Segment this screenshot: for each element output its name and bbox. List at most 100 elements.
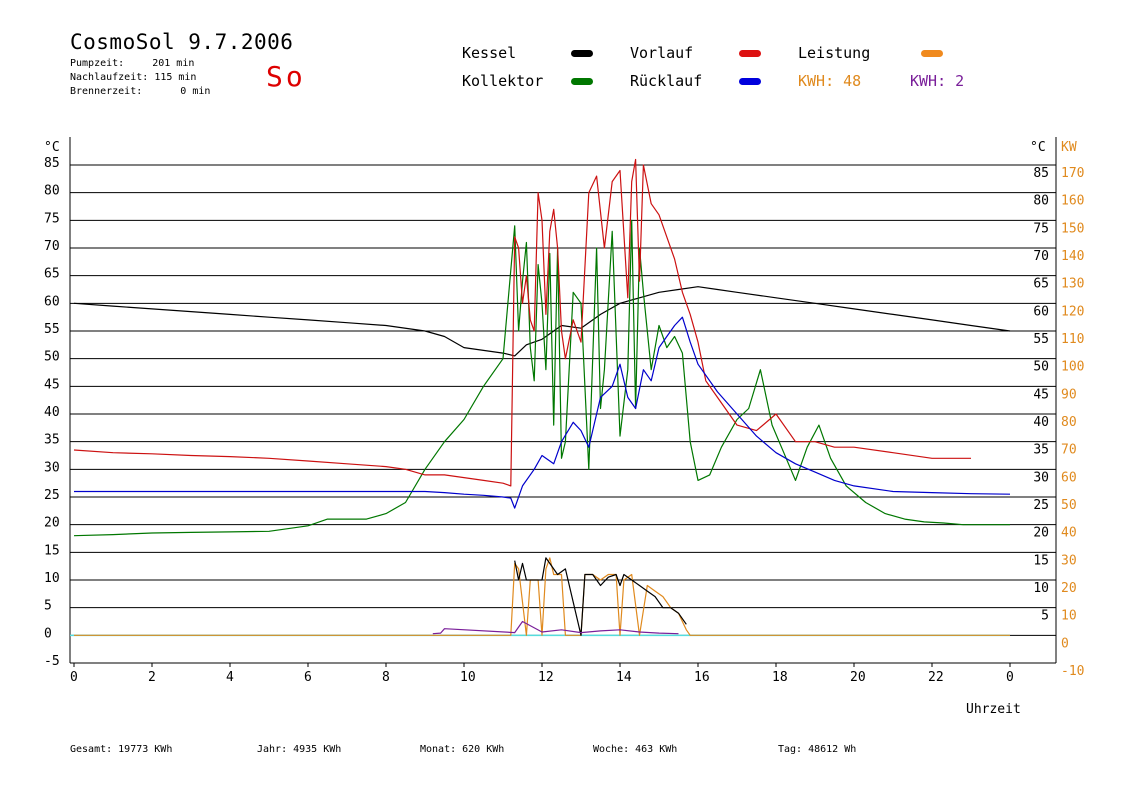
legend-kessel-label: Kessel [462, 44, 517, 62]
stat-label: Nachlaufzeit: [70, 72, 149, 83]
y-tick-right-temp: 75 [1033, 221, 1049, 236]
y-tick-right-power: -10 [1061, 664, 1084, 679]
legend-kollektor-label: Kollektor [462, 72, 544, 90]
y-tick-right-power: 100 [1061, 360, 1084, 375]
x-tick-label: 16 [694, 670, 710, 685]
y-tick-right-temp: 35 [1033, 443, 1049, 458]
y-unit-right-temp: °C [1030, 140, 1046, 155]
stat-brennerzeit: Brennerzeit: 0 min [70, 86, 210, 97]
y-tick-left: 55 [44, 322, 60, 337]
y-tick-left: 10 [44, 571, 60, 586]
overlay-line-1 [432, 620, 679, 635]
y-tick-right-power: 60 [1061, 470, 1077, 485]
footer-woche: Woche: 463 KWh [593, 744, 678, 755]
series-line-kessel [73, 286, 1011, 357]
y-tick-left: 15 [44, 543, 60, 558]
y-tick-left: 0 [44, 626, 52, 641]
y-tick-right-temp: 25 [1033, 498, 1049, 513]
footer-gesamt: Gesamt: 19773 KWh [70, 744, 173, 755]
y-tick-left: 25 [44, 488, 60, 503]
y-unit-right-power: KW [1061, 140, 1077, 155]
y-tick-right-temp: 70 [1033, 249, 1049, 264]
kwh-total-orange: KWH: 48 [798, 72, 862, 90]
y-tick-left: 50 [44, 350, 60, 365]
y-tick-right-temp: 80 [1033, 194, 1049, 209]
x-tick-label: 2 [148, 670, 156, 685]
y-tick-right-temp: 65 [1033, 277, 1049, 292]
x-tick-label: 14 [616, 670, 632, 685]
x-tick-label: 22 [928, 670, 944, 685]
y-tick-right-power: 50 [1061, 498, 1077, 513]
y-tick-left: 20 [44, 516, 60, 531]
y-tick-left: 80 [44, 184, 60, 199]
x-tick-label: 4 [226, 670, 234, 685]
y-tick-right-power: 80 [1061, 415, 1077, 430]
stat-value: 115 min [154, 72, 197, 83]
stat-label: Pumpzeit: [70, 58, 125, 69]
y-tick-right-temp: 50 [1033, 360, 1049, 375]
y-tick-right-temp: 30 [1033, 470, 1049, 485]
stat-label: Brennerzeit: [70, 86, 143, 97]
y-unit-left: °C [44, 140, 60, 155]
stat-value: 0 min [180, 86, 211, 97]
y-tick-left: -5 [44, 654, 60, 669]
y-tick-right-temp: 85 [1033, 166, 1049, 181]
y-tick-left: 85 [44, 156, 60, 171]
y-tick-left: 60 [44, 294, 60, 309]
y-tick-right-temp: 60 [1033, 304, 1049, 319]
x-axis-label: Uhrzeit [966, 702, 1021, 717]
y-tick-left: 65 [44, 267, 60, 282]
y-tick-left: 45 [44, 377, 60, 392]
overlay-line-0 [514, 557, 687, 636]
series-line-vorlauf [73, 158, 971, 487]
y-tick-right-power: 140 [1061, 249, 1084, 264]
weekday-label: So [266, 60, 306, 93]
series-line-rücklauf [74, 316, 1011, 509]
y-tick-right-power: 0 [1061, 636, 1069, 651]
legend-ruecklauf-swatch [739, 78, 761, 85]
y-tick-right-temp: 10 [1033, 581, 1049, 596]
x-tick-label: 20 [850, 670, 866, 685]
x-tick-label: 0 [1006, 670, 1014, 685]
footer-tag: Tag: 48612 Wh [778, 744, 857, 755]
y-tick-right-temp: 15 [1033, 553, 1049, 568]
stat-nachlaufzeit: Nachlaufzeit: 115 min [70, 72, 196, 83]
y-tick-right-power: 10 [1061, 609, 1077, 624]
x-tick-label: 18 [772, 670, 788, 685]
legend-kollektor-swatch [571, 78, 593, 85]
y-tick-right-power: 170 [1061, 166, 1084, 181]
y-tick-right-power: 20 [1061, 581, 1077, 596]
y-tick-right-power: 150 [1061, 221, 1084, 236]
y-tick-right-power: 40 [1061, 526, 1077, 541]
y-tick-left: 30 [44, 460, 60, 475]
y-tick-right-temp: 55 [1033, 332, 1049, 347]
stat-value: 201 min [152, 58, 195, 69]
legend-ruecklauf-label: Rücklauf [630, 72, 703, 90]
y-tick-right-power: 70 [1061, 443, 1077, 458]
legend-leistung-label: Leistung [798, 44, 871, 62]
series-line-leistung [74, 557, 1010, 636]
kwh-total-purple: KWH: 2 [910, 72, 965, 90]
legend-leistung-swatch [921, 50, 943, 57]
y-tick-right-temp: 45 [1033, 387, 1049, 402]
y-tick-right-temp: 20 [1033, 526, 1049, 541]
y-tick-right-power: 90 [1061, 387, 1077, 402]
y-tick-right-power: 120 [1061, 304, 1084, 319]
y-tick-left: 35 [44, 433, 60, 448]
x-tick-label: 8 [382, 670, 390, 685]
y-tick-left: 75 [44, 211, 60, 226]
footer-jahr: Jahr: 4935 KWh [257, 744, 342, 755]
series-line-kollektor [73, 219, 1010, 537]
legend-kessel-swatch [571, 50, 593, 57]
stat-pumpzeit: Pumpzeit: 201 min [70, 58, 194, 69]
y-tick-left: 5 [44, 599, 52, 614]
footer-monat: Monat: 620 KWh [420, 744, 505, 755]
y-tick-right-temp: 40 [1033, 415, 1049, 430]
x-tick-label: 12 [538, 670, 554, 685]
legend-vorlauf-label: Vorlauf [630, 44, 694, 62]
y-tick-right-power: 130 [1061, 277, 1084, 292]
y-tick-right-power: 160 [1061, 194, 1084, 209]
y-tick-right-power: 30 [1061, 553, 1077, 568]
y-tick-left: 70 [44, 239, 60, 254]
